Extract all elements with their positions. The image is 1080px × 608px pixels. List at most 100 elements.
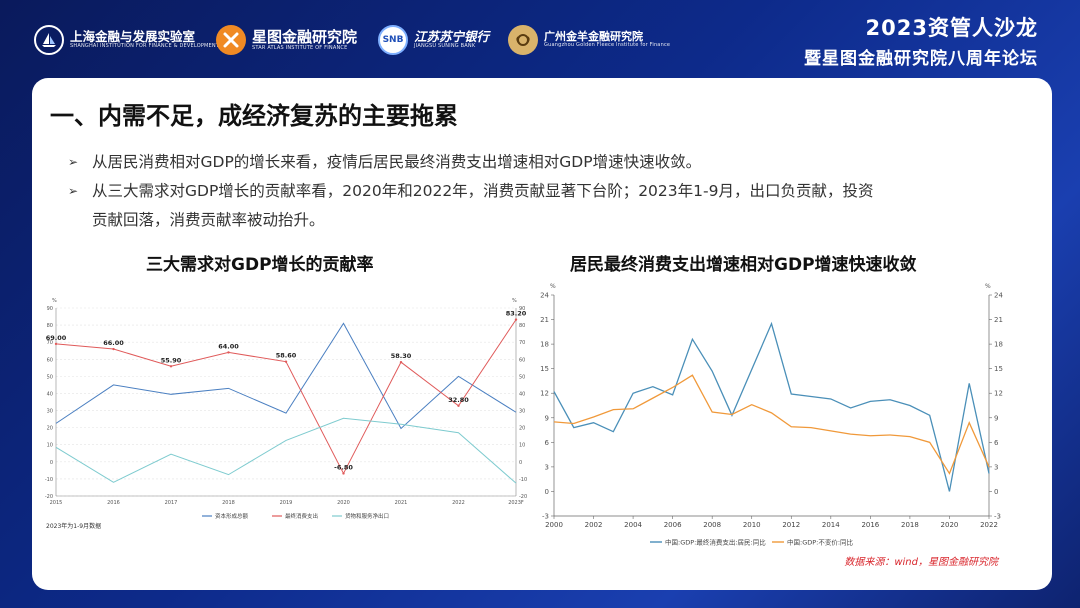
y-tick-label-left: -20 <box>45 494 53 500</box>
y-tick-label-left: 0 <box>545 488 549 496</box>
x-tick-label: 2021 <box>395 500 408 506</box>
bullet-item: ➢ 从三大需求对GDP增长的贡献率看，2020年和2022年，消费贡献显著下台阶… <box>68 177 1028 206</box>
y-tick-label-right: 60 <box>519 357 525 363</box>
y-tick-label-left: 60 <box>47 357 53 363</box>
y-tick-label-right: 70 <box>519 340 525 346</box>
data-point <box>457 404 460 407</box>
y-tick-label-right: 20 <box>519 426 525 432</box>
series-line-2 <box>553 374 990 475</box>
x-tick-label: 2000 <box>545 521 563 529</box>
y-unit-left: % <box>550 283 556 290</box>
logo-en: JIANGSU SUNING BANK <box>414 43 476 50</box>
y-unit-right: % <box>512 298 517 304</box>
y-tick-label-left: 9 <box>545 414 549 422</box>
y-tick-label-right: 30 <box>519 409 525 415</box>
arrow-bullet-icon: ➢ <box>68 184 79 198</box>
bullet-list: ➢ 从居民消费相对GDP的增长来看，疫情后居民最终消费支出增速相对GDP增速快速… <box>68 148 1028 235</box>
y-tick-label-left: 70 <box>47 340 53 346</box>
ram-logo-icon <box>508 25 538 55</box>
y-unit-left: % <box>52 298 57 304</box>
x-tick-label: 2019 <box>280 500 293 506</box>
logo-name: 江苏苏宁银行 <box>414 29 490 45</box>
data-point <box>169 365 173 368</box>
data-label: 83.20 <box>506 310 527 318</box>
y-tick-label-right: 18 <box>994 341 1003 349</box>
series-line-3 <box>55 417 517 484</box>
data-point <box>54 342 58 346</box>
data-label: 69.00 <box>46 334 67 342</box>
x-tick-label: 2012 <box>782 521 800 529</box>
logo-en: SHANGHAI INSTITUTION FOR FINANCE & DEVEL… <box>70 43 220 50</box>
data-point <box>399 360 403 364</box>
data-label: 32.80 <box>448 396 469 404</box>
y-tick-label-left: 30 <box>47 409 53 415</box>
y-tick-label-right: 50 <box>519 374 525 380</box>
y-tick-label-left: 12 <box>540 390 549 398</box>
y-tick-label-right: 24 <box>994 292 1003 300</box>
data-point <box>112 347 115 351</box>
y-tick-label-right: 3 <box>994 463 998 471</box>
data-label: 58.30 <box>391 352 412 360</box>
data-point <box>284 360 288 363</box>
logo-name: 广州金羊金融研究院 <box>544 30 643 44</box>
y-tick-label-right: 90 <box>519 306 525 312</box>
header-bar: 上海金融与发展实验室 SHANGHAI INSTITUTION FOR FINA… <box>0 0 1080 78</box>
y-tick-label-right: 21 <box>994 316 1003 324</box>
x-tick-label: 2010 <box>743 521 761 529</box>
y-tick-label-left: 3 <box>545 463 549 471</box>
logo-en: STAR ATLAS INSTITUTE OF FINANCE <box>252 44 348 51</box>
x-tick-label: 2008 <box>703 521 721 529</box>
y-tick-label-left: 0 <box>50 460 53 466</box>
y-tick-label-left: 21 <box>540 316 549 324</box>
x-tick-label: 2004 <box>624 521 642 529</box>
x-tick-label: 2002 <box>585 521 603 529</box>
data-source: 数据来源：wind，星图金融研究院 <box>844 557 998 568</box>
y-tick-label-left: 15 <box>540 365 549 373</box>
y-tick-label-right: -3 <box>994 513 1001 521</box>
legend-label: 货物和服务净出口 <box>345 512 389 520</box>
y-tick-label-right: 0 <box>994 488 998 496</box>
logo-name: 星图金融研究院 <box>252 28 358 46</box>
sailboat-logo-icon <box>34 25 64 55</box>
content-panel: 一、内需不足，成经济复苏的主要拖累 ➢ 从居民消费相对GDP的增长来看，疫情后居… <box>32 78 1052 590</box>
y-tick-label-left: 24 <box>540 292 549 300</box>
bullet-text: 从居民消费相对GDP的增长来看，疫情后居民最终消费支出增速相对GDP增速快速收敛… <box>92 153 702 171</box>
legend-label: 中国:GDP:最终消费支出:居民:同比 <box>665 538 766 547</box>
y-tick-label-right: 12 <box>994 390 1003 398</box>
y-tick-label-left: 20 <box>47 426 53 432</box>
y-tick-label-right: 80 <box>519 323 525 329</box>
y-tick-label-left: 90 <box>47 306 53 312</box>
data-label: 55.90 <box>161 356 182 364</box>
x-star-logo-icon <box>216 25 246 55</box>
y-tick-label-left: 10 <box>47 443 53 449</box>
data-point <box>342 472 345 475</box>
y-tick-label-right: 10 <box>519 443 525 449</box>
forum-title: 2023资管人沙龙 暨星图金融研究院八周年论坛 <box>804 12 1038 69</box>
y-tick-label-left: -3 <box>542 513 549 521</box>
x-tick-label: 2018 <box>222 500 235 506</box>
data-point <box>227 351 230 354</box>
x-tick-label: 2022 <box>980 521 998 529</box>
data-label: 58.60 <box>276 352 297 360</box>
bullet-text-continued: 贡献回落，消费贡献率被动抬升。 <box>92 211 325 229</box>
y-tick-label-right: 9 <box>994 414 998 422</box>
snb-logo-icon: SNB <box>378 25 408 55</box>
y-unit-right: % <box>985 283 991 290</box>
bullet-text: 从三大需求对GDP增长的贡献率看，2020年和2022年，消费贡献显著下台阶；2… <box>92 182 874 200</box>
legend-label: 最终消费支出 <box>285 512 318 520</box>
x-tick-label: 2016 <box>861 521 879 529</box>
chart-footnote: 2023年为1-9月数据 <box>46 522 101 530</box>
forum-title-line2: 暨星图金融研究院八周年论坛 <box>804 49 1038 69</box>
data-label: 64.00 <box>218 342 239 350</box>
y-tick-label-left: 18 <box>540 341 549 349</box>
x-tick-label: 2015 <box>50 500 63 506</box>
logo-shanghai-institution: 上海金融与发展实验室 SHANGHAI INSTITUTION FOR FINA… <box>34 22 219 58</box>
series-line-2 <box>55 319 517 475</box>
y-tick-label-right: -20 <box>519 494 527 500</box>
x-tick-label: 2022 <box>452 500 465 506</box>
chart2-title: 居民最终消费支出增速相对GDP增速快速收敛 <box>570 255 917 275</box>
y-tick-label-left: -10 <box>45 477 53 483</box>
y-tick-label-right: 0 <box>519 460 522 466</box>
y-tick-label-right: 15 <box>994 365 1003 373</box>
y-tick-label-right: 40 <box>519 391 525 397</box>
